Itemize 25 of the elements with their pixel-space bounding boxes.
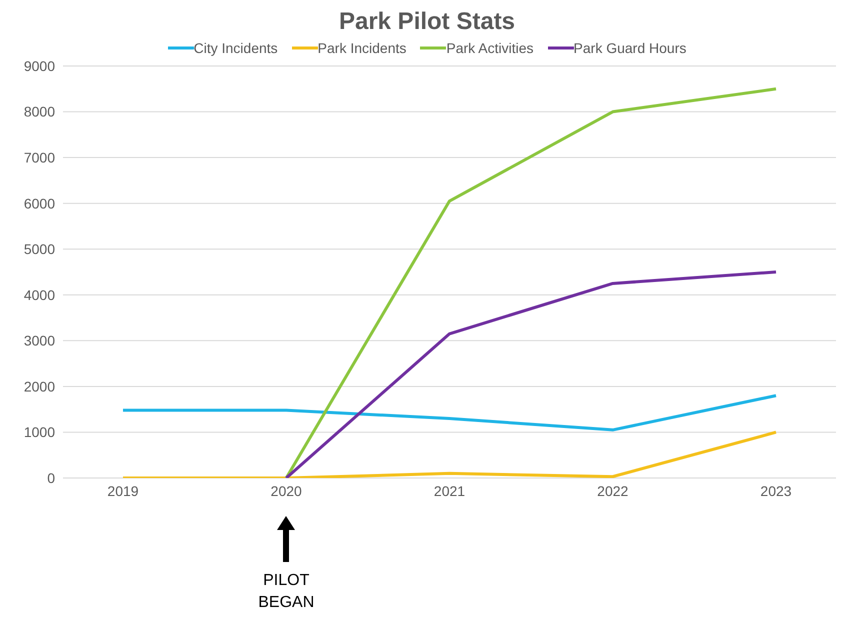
line-series [284, 270, 778, 478]
legend-label: Park Guard Hours [574, 40, 686, 56]
legend-label: Park Incidents [318, 40, 406, 56]
y-tick-label: 5000 [24, 241, 56, 258]
y-tick-label: 0 [47, 470, 56, 486]
y-tick-label: 8000 [24, 104, 56, 120]
x-tick-label: 2022 [597, 482, 629, 499]
x-tick-label: 2020 [270, 482, 302, 499]
line-series [284, 87, 778, 478]
y-tick-label: 6000 [24, 195, 56, 212]
line-series [122, 430, 778, 478]
y-tick-label: 3000 [24, 332, 56, 349]
x-tick-label: 2021 [434, 482, 466, 499]
chart-title: Park Pilot Stats [338, 8, 516, 37]
y-tick-label: 9000 [24, 58, 56, 74]
legend-label: City Incidents [194, 40, 278, 56]
line-series [122, 394, 778, 432]
y-tick-label: 4000 [24, 286, 56, 303]
y-tick-label: 7000 [24, 150, 56, 166]
x-tick-label: 2023 [760, 482, 792, 499]
x-tick-label: 2019 [107, 482, 139, 499]
text: PILOT BEGAN [257, 571, 316, 613]
y-tick-label: 2000 [24, 378, 56, 394]
y-tick-label: 1000 [24, 424, 56, 440]
legend-label: Park Activities [446, 40, 534, 56]
